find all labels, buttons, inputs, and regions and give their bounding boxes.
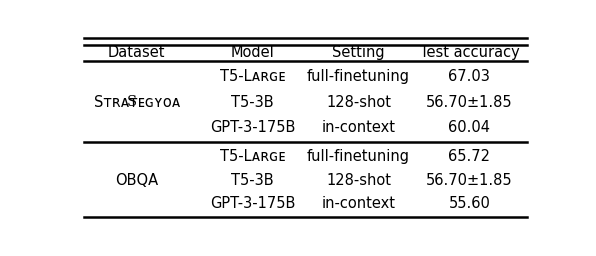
- Text: Sᴛʀᴀᴛᴇɢʏᴏᴀ: Sᴛʀᴀᴛᴇɢʏᴏᴀ: [94, 95, 180, 110]
- Text: 55.60: 55.60: [448, 196, 491, 211]
- Text: T5-Lᴀʀɢᴇ: T5-Lᴀʀɢᴇ: [219, 69, 285, 84]
- Text: full-finetuning: full-finetuning: [307, 149, 410, 164]
- Text: in-context: in-context: [322, 196, 396, 211]
- Text: 128-shot: 128-shot: [326, 95, 391, 110]
- Text: GPT-3-175B: GPT-3-175B: [210, 196, 295, 211]
- Text: 128-shot: 128-shot: [326, 173, 391, 188]
- Text: OBQA: OBQA: [115, 173, 159, 188]
- Text: in-context: in-context: [322, 120, 396, 135]
- Text: T5-Lᴀʀɢᴇ: T5-Lᴀʀɢᴇ: [219, 149, 285, 164]
- Text: 56.70±1.85: 56.70±1.85: [426, 173, 513, 188]
- Text: Setting: Setting: [332, 45, 385, 60]
- Text: GPT-3-175B: GPT-3-175B: [210, 120, 295, 135]
- Text: 60.04: 60.04: [448, 120, 491, 135]
- Text: T5-3B: T5-3B: [231, 173, 274, 188]
- Text: full-finetuning: full-finetuning: [307, 69, 410, 84]
- Text: 56.70±1.85: 56.70±1.85: [426, 95, 513, 110]
- Text: S: S: [127, 95, 137, 109]
- Text: Model: Model: [231, 45, 274, 60]
- Text: T5-3B: T5-3B: [231, 95, 274, 110]
- Text: 65.72: 65.72: [448, 149, 491, 164]
- Text: Test accuracy: Test accuracy: [420, 45, 519, 60]
- Text: Dataset: Dataset: [108, 45, 166, 60]
- Text: 67.03: 67.03: [448, 69, 491, 84]
